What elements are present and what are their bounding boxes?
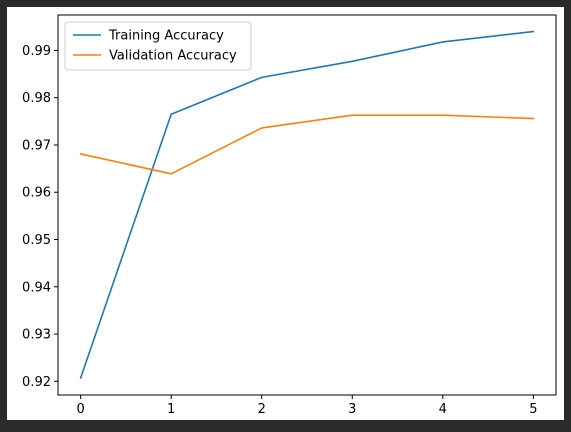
y-tick-label: 0.98 xyxy=(22,91,51,106)
axes-frame xyxy=(57,14,557,396)
legend: Training Accuracy Validation Accuracy xyxy=(64,21,252,71)
figure-background xyxy=(7,7,564,420)
x-tick-label: 0 xyxy=(76,402,84,417)
x-tick-label: 2 xyxy=(258,402,266,417)
x-tick-label: 5 xyxy=(529,402,537,417)
y-tick-label: 0.94 xyxy=(22,280,51,295)
x-tick-label: 1 xyxy=(167,402,175,417)
legend-label-validation-accuracy: Validation Accuracy xyxy=(109,49,237,64)
y-tick-label: 0.93 xyxy=(22,328,51,343)
series-layer xyxy=(79,30,535,380)
y-tick-label: 0.96 xyxy=(22,186,51,201)
legend-box xyxy=(64,21,252,71)
series-line-validation-accuracy xyxy=(79,114,535,175)
legend-label-training-accuracy: Training Accuracy xyxy=(108,29,224,44)
plot-area xyxy=(57,14,557,396)
x-tick-label: 3 xyxy=(348,402,356,417)
ticks-layer: 0 1 2 3 4 5 0.92 0.93 0.94 0.95 0.96 0.97 0.98 0.99 xyxy=(22,44,537,417)
series-line-training-accuracy xyxy=(79,30,535,380)
x-tick-label: 4 xyxy=(439,402,447,417)
y-tick-label: 0.92 xyxy=(22,375,51,390)
y-tick-label: 0.97 xyxy=(22,138,51,153)
y-tick-label: 0.95 xyxy=(22,233,51,248)
y-tick-label: 0.99 xyxy=(22,44,51,59)
